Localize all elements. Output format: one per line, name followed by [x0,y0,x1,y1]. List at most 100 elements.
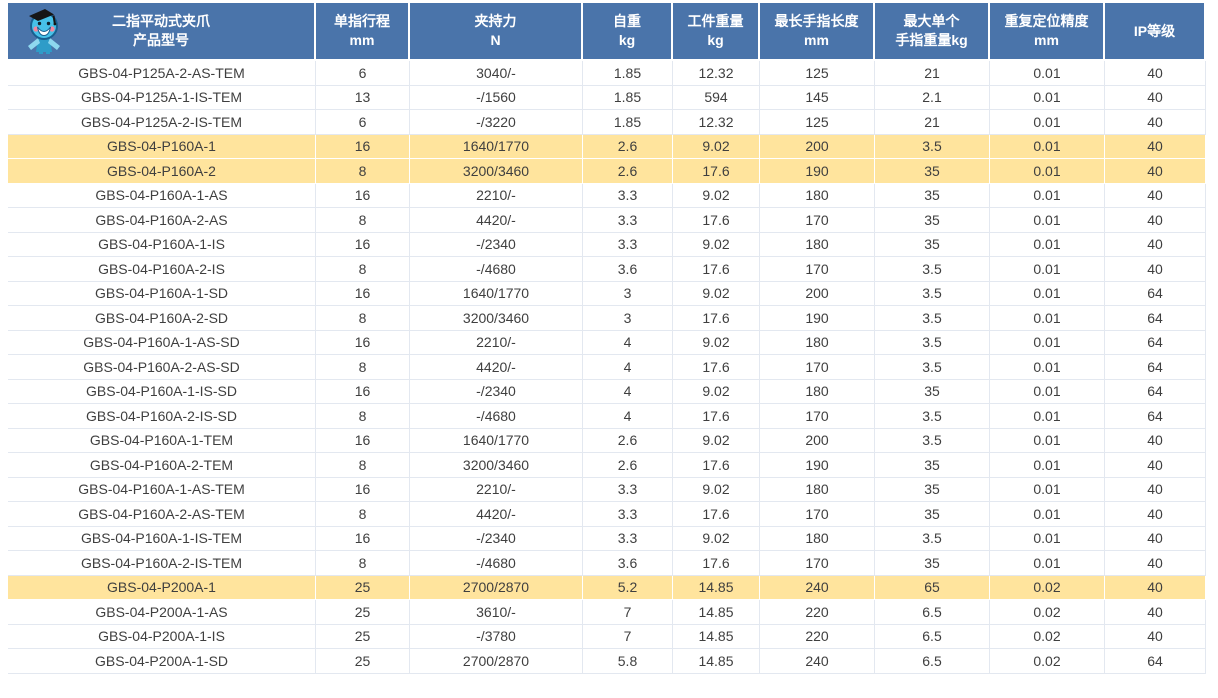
cell-workpiece-kg[interactable]: 14.85 [673,575,760,600]
cell-force-n[interactable]: -/1560 [410,85,583,110]
header-self-weight[interactable]: 自重 kg [583,3,673,61]
cell-self-weight-kg[interactable]: 1.85 [583,61,673,86]
cell-finger-weight-kg[interactable]: 3.5 [875,281,990,306]
cell-precision-mm[interactable]: 0.01 [990,306,1105,331]
cell-ip[interactable]: 40 [1105,183,1206,208]
cell-model[interactable]: GBS-04-P160A-2-AS-TEM [8,502,316,527]
cell-finger-length-mm[interactable]: 180 [760,379,875,404]
cell-ip[interactable]: 64 [1105,281,1206,306]
cell-finger-length-mm[interactable]: 170 [760,551,875,576]
cell-force-n[interactable]: -/2340 [410,232,583,257]
cell-ip[interactable]: 40 [1105,428,1206,453]
cell-finger-weight-kg[interactable]: 35 [875,477,990,502]
cell-stroke-mm[interactable]: 16 [316,428,410,453]
cell-precision-mm[interactable]: 0.01 [990,526,1105,551]
cell-force-n[interactable]: 3200/3460 [410,159,583,184]
cell-stroke-mm[interactable]: 13 [316,85,410,110]
cell-workpiece-kg[interactable]: 9.02 [673,428,760,453]
cell-precision-mm[interactable]: 0.01 [990,183,1105,208]
cell-model[interactable]: GBS-04-P125A-1-IS-TEM [8,85,316,110]
cell-finger-weight-kg[interactable]: 35 [875,183,990,208]
cell-force-n[interactable]: 4420/- [410,208,583,233]
cell-stroke-mm[interactable]: 8 [316,257,410,282]
cell-force-n[interactable]: 1640/1770 [410,281,583,306]
cell-stroke-mm[interactable]: 6 [316,61,410,86]
cell-precision-mm[interactable]: 0.01 [990,404,1105,429]
cell-precision-mm[interactable]: 0.01 [990,281,1105,306]
cell-stroke-mm[interactable]: 16 [316,232,410,257]
cell-ip[interactable]: 40 [1105,526,1206,551]
cell-self-weight-kg[interactable]: 2.6 [583,453,673,478]
cell-finger-weight-kg[interactable]: 3.5 [875,355,990,380]
cell-precision-mm[interactable]: 0.02 [990,575,1105,600]
cell-stroke-mm[interactable]: 8 [316,306,410,331]
cell-workpiece-kg[interactable]: 14.85 [673,600,760,625]
cell-ip[interactable]: 40 [1105,232,1206,257]
cell-workpiece-kg[interactable]: 14.85 [673,649,760,674]
cell-stroke-mm[interactable]: 8 [316,502,410,527]
cell-model[interactable]: GBS-04-P160A-2-AS-SD [8,355,316,380]
cell-model[interactable]: GBS-04-P160A-2-IS-TEM [8,551,316,576]
cell-ip[interactable]: 40 [1105,477,1206,502]
cell-self-weight-kg[interactable]: 2.6 [583,428,673,453]
cell-self-weight-kg[interactable]: 5.2 [583,575,673,600]
cell-finger-weight-kg[interactable]: 3.5 [875,134,990,159]
cell-precision-mm[interactable]: 0.01 [990,134,1105,159]
cell-model[interactable]: GBS-04-P160A-1-SD [8,281,316,306]
cell-finger-weight-kg[interactable]: 35 [875,379,990,404]
cell-finger-length-mm[interactable]: 180 [760,477,875,502]
cell-workpiece-kg[interactable]: 17.6 [673,159,760,184]
cell-workpiece-kg[interactable]: 17.6 [673,306,760,331]
cell-finger-length-mm[interactable]: 170 [760,257,875,282]
cell-self-weight-kg[interactable]: 7 [583,624,673,649]
cell-finger-weight-kg[interactable]: 35 [875,232,990,257]
cell-stroke-mm[interactable]: 25 [316,624,410,649]
cell-ip[interactable]: 64 [1105,404,1206,429]
cell-finger-weight-kg[interactable]: 35 [875,159,990,184]
cell-self-weight-kg[interactable]: 3.3 [583,477,673,502]
cell-finger-weight-kg[interactable]: 3.5 [875,526,990,551]
cell-ip[interactable]: 64 [1105,306,1206,331]
cell-workpiece-kg[interactable]: 17.6 [673,551,760,576]
cell-workpiece-kg[interactable]: 17.6 [673,404,760,429]
cell-self-weight-kg[interactable]: 3.3 [583,232,673,257]
cell-precision-mm[interactable]: 0.01 [990,159,1105,184]
cell-finger-weight-kg[interactable]: 21 [875,110,990,135]
cell-stroke-mm[interactable]: 16 [316,134,410,159]
cell-finger-weight-kg[interactable]: 3.5 [875,330,990,355]
cell-ip[interactable]: 40 [1105,61,1206,86]
cell-model[interactable]: GBS-04-P160A-2-IS [8,257,316,282]
cell-workpiece-kg[interactable]: 9.02 [673,232,760,257]
cell-model[interactable]: GBS-04-P160A-1-IS [8,232,316,257]
cell-precision-mm[interactable]: 0.01 [990,453,1105,478]
cell-model[interactable]: GBS-04-P200A-1 [8,575,316,600]
cell-workpiece-kg[interactable]: 9.02 [673,526,760,551]
cell-force-n[interactable]: 1640/1770 [410,134,583,159]
cell-precision-mm[interactable]: 0.02 [990,600,1105,625]
cell-stroke-mm[interactable]: 16 [316,477,410,502]
cell-stroke-mm[interactable]: 6 [316,110,410,135]
cell-ip[interactable]: 64 [1105,379,1206,404]
cell-force-n[interactable]: 3200/3460 [410,306,583,331]
cell-finger-length-mm[interactable]: 220 [760,624,875,649]
cell-self-weight-kg[interactable]: 3 [583,306,673,331]
cell-self-weight-kg[interactable]: 7 [583,600,673,625]
cell-precision-mm[interactable]: 0.02 [990,624,1105,649]
cell-model[interactable]: GBS-04-P160A-1-IS-TEM [8,526,316,551]
cell-force-n[interactable]: -/2340 [410,526,583,551]
cell-stroke-mm[interactable]: 8 [316,453,410,478]
cell-self-weight-kg[interactable]: 1.85 [583,110,673,135]
cell-workpiece-kg[interactable]: 9.02 [673,134,760,159]
cell-precision-mm[interactable]: 0.01 [990,232,1105,257]
cell-precision-mm[interactable]: 0.01 [990,502,1105,527]
cell-ip[interactable]: 40 [1105,600,1206,625]
cell-precision-mm[interactable]: 0.01 [990,208,1105,233]
cell-workpiece-kg[interactable]: 17.6 [673,208,760,233]
cell-precision-mm[interactable]: 0.01 [990,477,1105,502]
cell-model[interactable]: GBS-04-P200A-1-SD [8,649,316,674]
cell-finger-length-mm[interactable]: 200 [760,428,875,453]
cell-precision-mm[interactable]: 0.01 [990,85,1105,110]
header-finger-length[interactable]: 最长手指长度 mm [760,3,875,61]
cell-precision-mm[interactable]: 0.01 [990,110,1105,135]
cell-model[interactable]: GBS-04-P160A-2-AS [8,208,316,233]
